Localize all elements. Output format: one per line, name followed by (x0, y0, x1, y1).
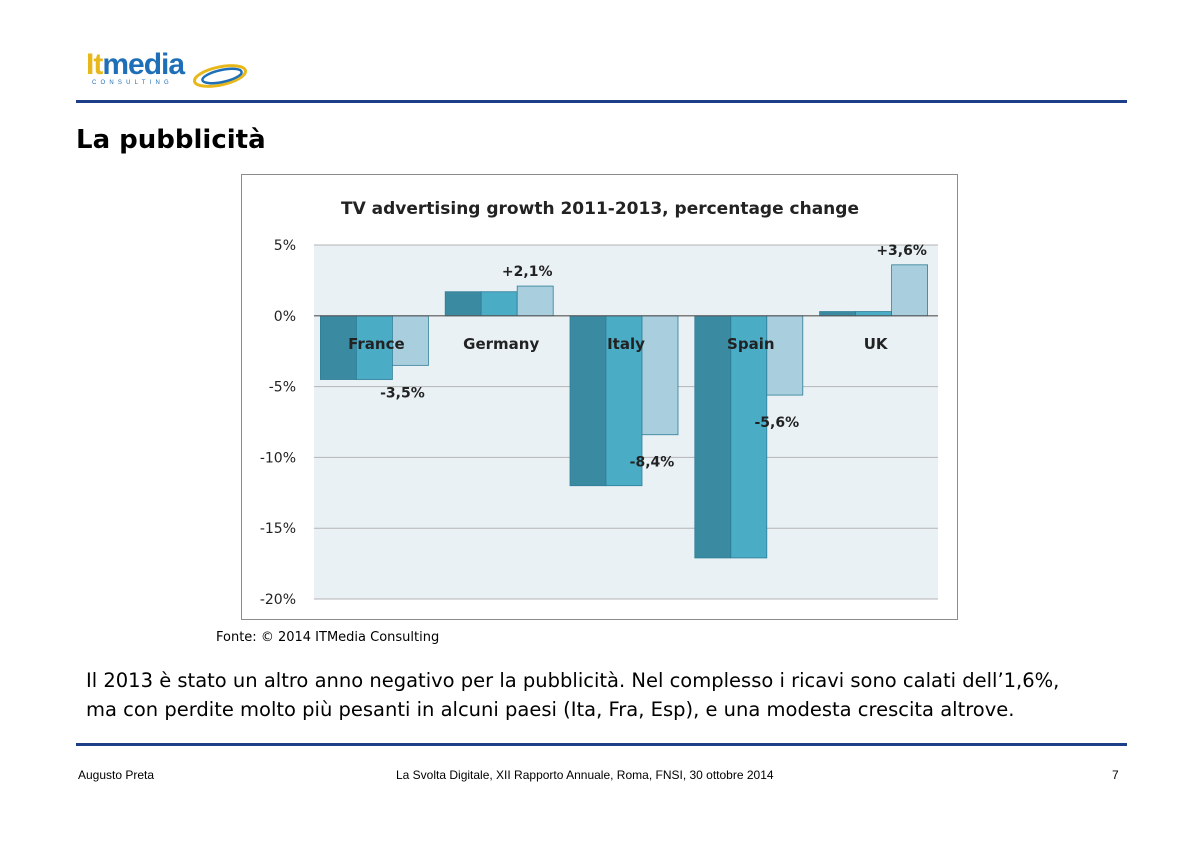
bar-2012-uk (855, 311, 892, 317)
chart-container: TV advertising growth 2011-2013, percent… (241, 174, 958, 620)
bar-2012-france (356, 315, 393, 380)
bar-2011-uk (819, 311, 856, 317)
bar-2013-france (391, 315, 429, 366)
y-tick-label: 0% (274, 309, 296, 325)
category-label: UK (864, 335, 889, 353)
logo-subtitle: CONSULTING (92, 80, 173, 86)
category-label: Germany (463, 335, 539, 353)
data-label: +3,6% (876, 243, 927, 259)
bar-2013-germany (516, 285, 554, 317)
category-label: France (348, 335, 405, 353)
body-line-2: ma con perdite molto più pesanti in alcu… (86, 698, 1015, 721)
data-label: -8,4% (630, 455, 675, 471)
bar-2013-spain (766, 315, 804, 396)
footer-author: Augusto Preta (78, 768, 155, 782)
body-paragraph: Il 2013 è stato un altro anno negativo p… (86, 666, 1146, 724)
swoosh-icon (192, 64, 248, 88)
bar-2012-italy (605, 315, 643, 487)
bar-2011-france (320, 315, 357, 380)
bar-2012-spain (730, 315, 768, 559)
data-label: +2,1% (502, 264, 553, 280)
bar-2011-italy (569, 315, 607, 487)
bar-2011-germany (444, 291, 482, 317)
y-tick-label: 5% (274, 238, 296, 254)
header-rule (76, 100, 1127, 103)
data-label: -5,6% (754, 415, 799, 431)
chart-title: TV advertising growth 2011-2013, percent… (341, 199, 859, 219)
y-tick-label: -20% (260, 592, 296, 608)
bar-2011-spain (694, 315, 732, 559)
source-note: Fonte: © 2014 ITMedia Consulting (216, 630, 440, 645)
category-label: Spain (727, 335, 774, 353)
y-tick-label: -15% (260, 521, 296, 537)
bar-2013-uk (891, 264, 928, 317)
y-tick-label: -5% (269, 380, 296, 396)
bar-2013-italy (641, 315, 679, 436)
bar-2012-germany (480, 291, 518, 317)
footer-event: La Svolta Digitale, XII Rapporto Annuale… (396, 768, 774, 782)
footer-page-number: 7 (1112, 768, 1119, 782)
data-label: -3,5% (380, 385, 425, 401)
category-label: Italy (607, 335, 645, 353)
itmedia-logo: Itmedia CONSULTING (86, 46, 256, 96)
footer-rule (76, 743, 1127, 746)
y-tick-label: -10% (260, 450, 296, 466)
slide-title: La pubblicità (76, 125, 266, 155)
bar-chart: TV advertising growth 2011-2013, percent… (260, 199, 938, 608)
logo-text: Itmedia (86, 48, 185, 81)
body-line-1: Il 2013 è stato un altro anno negativo p… (86, 669, 1060, 692)
